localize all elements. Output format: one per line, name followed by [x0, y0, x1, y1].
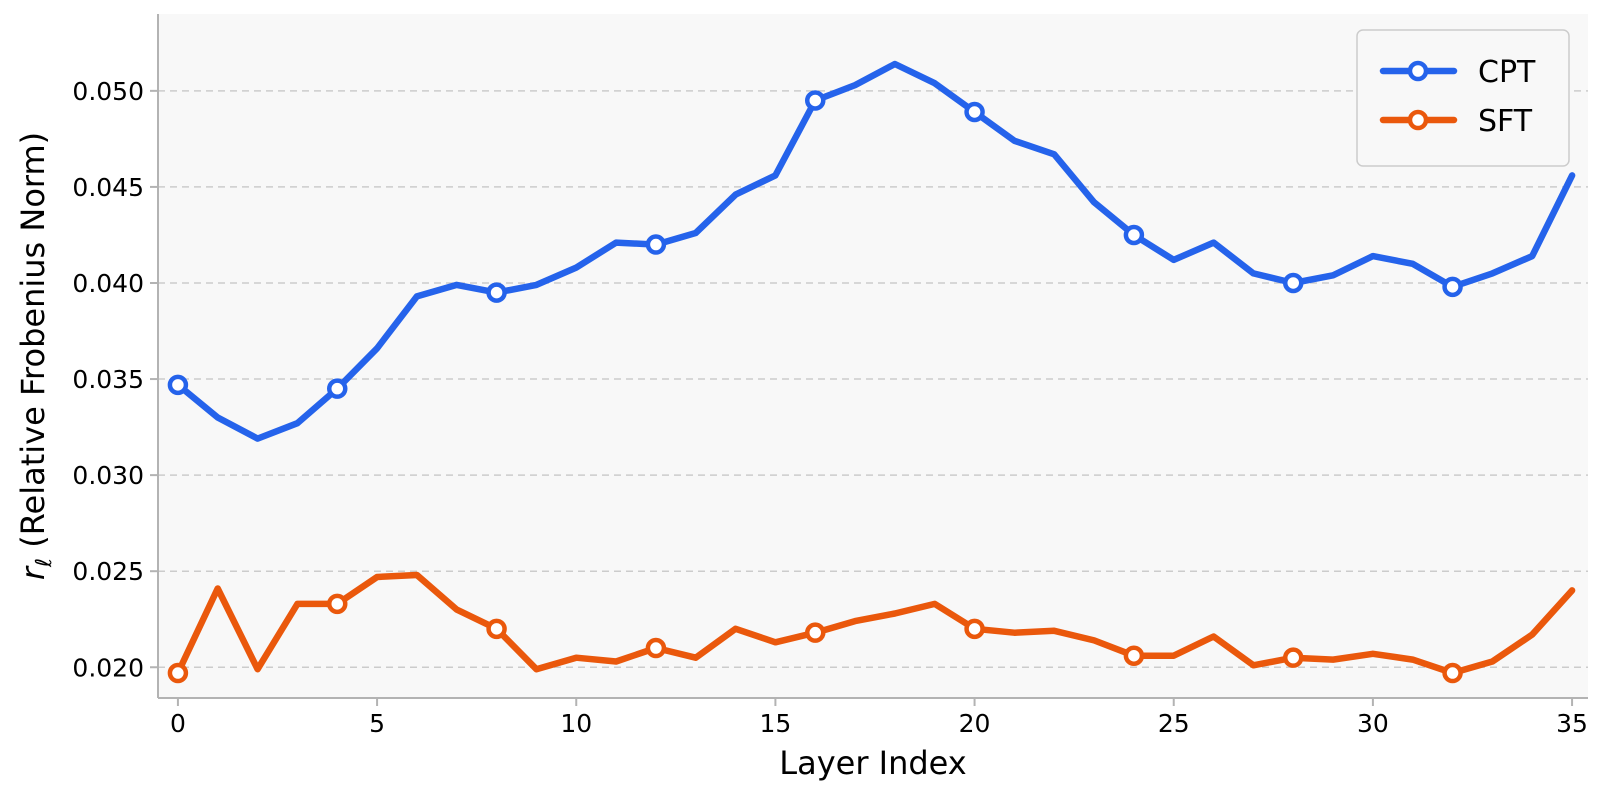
x-tick-label: 10 [560, 709, 592, 738]
legend: CPT SFT [1356, 29, 1570, 167]
sft-point-marker [964, 618, 985, 640]
cpt-point-marker [167, 374, 189, 396]
y-axis-label-subscript: ℓ [32, 558, 57, 568]
cpt-point-marker [1282, 272, 1304, 294]
x-tick-label: 35 [1556, 709, 1588, 738]
cpt-point-marker [645, 234, 667, 255]
x-tick-label: 25 [1158, 709, 1190, 738]
y-tick-label: 0.050 [72, 77, 144, 106]
x-axis-ticks: 0 5 10 15 20 25 30 35 [170, 698, 1588, 738]
x-tick-label: 5 [369, 709, 385, 738]
legend-sft-marker [1407, 109, 1429, 131]
y-axis-label-symbol: r [14, 565, 52, 580]
cpt-point-marker [326, 378, 348, 399]
cpt-line [174, 60, 1576, 442]
y-tick-label: 0.040 [72, 269, 144, 298]
y-tick-label: 0.035 [72, 365, 144, 394]
y-tick-label: 0.030 [72, 461, 144, 490]
sft-point-marker [326, 593, 348, 615]
sft-line [174, 571, 1576, 677]
x-tick-label: 30 [1357, 709, 1389, 738]
grid-lines [158, 90, 1588, 669]
cpt-point-marker [1442, 276, 1463, 298]
y-tick-label: 0.020 [72, 653, 144, 682]
x-tick-label: 20 [959, 709, 991, 738]
cpt-point-marker [486, 282, 507, 303]
y-tick-label: 0.025 [72, 557, 144, 586]
sft-point-marker [645, 637, 667, 659]
cpt-point-marker [1123, 224, 1145, 246]
cpt-point-marker [964, 101, 985, 123]
series-group [167, 60, 1576, 684]
legend-cpt-marker [1407, 60, 1429, 82]
y-axis-label-text: (Relative Frobenius Norm) [14, 132, 52, 558]
y-tick-label: 0.045 [72, 173, 144, 202]
sft-point-marker [1123, 645, 1145, 666]
cpt-point-marker [804, 90, 826, 111]
sft-point-marker [804, 622, 826, 643]
sft-point-marker [486, 618, 507, 640]
plot-background [158, 14, 1588, 698]
sft-point-marker [1442, 662, 1463, 684]
sft-point-marker [167, 662, 189, 684]
legend-cpt-label: CPT [1478, 55, 1536, 90]
x-axis-label: Layer Index [779, 744, 966, 782]
legend-box [1356, 29, 1570, 167]
y-axis-ticks: 0.020 0.025 0.030 0.035 0.040 0.045 0.050 [72, 77, 158, 682]
x-tick-label: 0 [170, 709, 186, 738]
y-axis-label: rℓ (Relative Frobenius Norm) [14, 132, 57, 580]
x-tick-label: 15 [760, 709, 792, 738]
sft-point-marker [1282, 647, 1304, 668]
legend-sft-label: SFT [1478, 104, 1533, 139]
